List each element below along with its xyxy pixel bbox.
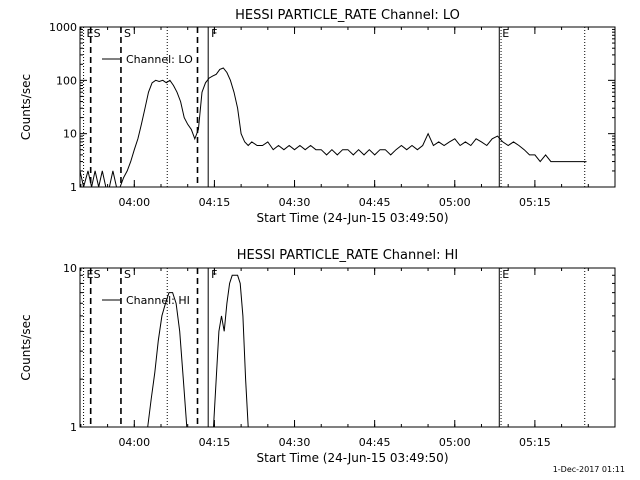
event-marker-label: S [124,268,131,281]
event-marker-label: F [211,268,217,281]
x-tick-label: 05:00 [439,196,471,209]
x-tick-label: 04:00 [118,436,150,449]
legend-entry: Channel: HI [126,294,190,307]
event-marker-label: E [87,268,94,281]
x-axis-label: Start Time (24-Jun-15 03:49:50) [257,451,449,465]
x-tick-label: 04:30 [279,196,311,209]
y-tick-label: 10 [63,262,77,275]
y-tick-label: 1000 [49,21,77,34]
plot-frame [79,26,616,188]
plot-frame [79,267,616,428]
data-series-line [213,274,249,428]
event-marker-label: S [94,27,101,40]
y-axis-label: Counts/sec [19,74,33,140]
y-tick-label: 1 [70,181,77,194]
event-marker-label: S [94,268,101,281]
y-axis-label: Counts/sec [19,314,33,380]
legend-entry: Channel: LO [126,53,193,66]
event-marker-label: S [124,27,131,40]
x-tick-label: 04:15 [199,196,231,209]
event-marker-label: E [87,27,94,40]
event-marker-label: E [502,27,509,40]
event-marker-label: E [502,268,509,281]
lo-channel-panel: HESSI PARTICLE_RATE Channel: LO 1 10 100 100… [19,8,616,225]
event-marker-label: F [211,27,217,40]
hi-channel-panel: HESSI PARTICLE_RATE Channel: HI 1 10 04:00 0… [19,248,616,465]
chart-title: HESSI PARTICLE_RATE Channel: LO [235,8,460,23]
y-tick-label: 1 [70,421,77,434]
data-series-line [147,292,188,428]
x-tick-label: 04:45 [359,436,391,449]
data-series-line [79,67,587,188]
chart-title: HESSI PARTICLE_RATE Channel: HI [237,248,458,263]
x-tick-label: 04:15 [199,436,231,449]
x-tick-label: 04:30 [279,436,311,449]
x-tick-label: 05:00 [439,436,471,449]
x-tick-label: 05:15 [519,436,551,449]
x-axis-label: Start Time (24-Jun-15 03:49:50) [257,211,449,225]
x-tick-label: 04:45 [359,196,391,209]
x-tick-label: 04:00 [118,196,150,209]
x-tick-label: 05:15 [519,196,551,209]
date-stamp: 1-Dec-2017 01:11 [553,465,625,474]
y-tick-label: 100 [56,74,77,87]
y-tick-label: 10 [63,128,77,141]
